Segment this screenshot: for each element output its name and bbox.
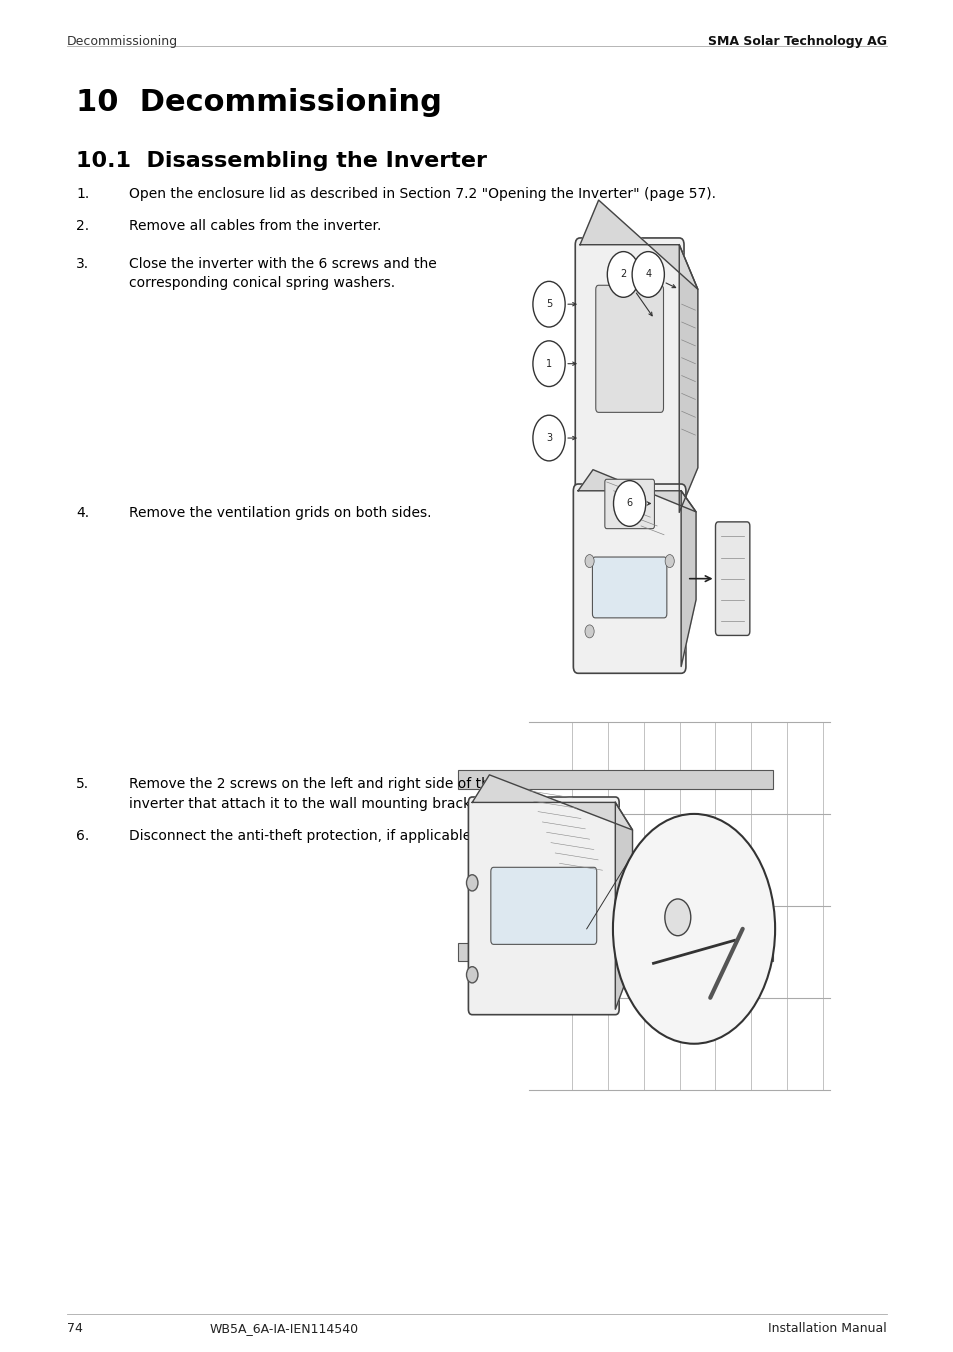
Text: 2.: 2. (76, 219, 90, 233)
FancyBboxPatch shape (575, 238, 683, 519)
FancyBboxPatch shape (468, 796, 618, 1014)
Text: 74: 74 (67, 1322, 83, 1336)
Text: 1: 1 (545, 358, 552, 369)
Text: Open the enclosure lid as described in Section 7.2 "Opening the Inverter" (page : Open the enclosure lid as described in S… (129, 187, 715, 200)
Text: 5.: 5. (76, 777, 90, 791)
Polygon shape (679, 245, 698, 512)
Text: 6.: 6. (76, 829, 90, 842)
Circle shape (613, 481, 645, 526)
Polygon shape (579, 200, 698, 289)
Circle shape (533, 341, 564, 387)
FancyBboxPatch shape (595, 285, 663, 412)
Text: 6: 6 (626, 499, 632, 508)
Circle shape (466, 967, 477, 983)
FancyBboxPatch shape (592, 557, 666, 618)
FancyBboxPatch shape (457, 771, 772, 788)
FancyBboxPatch shape (490, 868, 596, 944)
Text: 5: 5 (545, 299, 552, 310)
Text: 3: 3 (545, 433, 552, 443)
Circle shape (533, 281, 564, 327)
Circle shape (612, 814, 774, 1044)
FancyBboxPatch shape (457, 942, 772, 961)
Text: Remove the 2 screws on the left and right side of the
inverter that attach it to: Remove the 2 screws on the left and righ… (129, 777, 497, 811)
Circle shape (664, 899, 690, 936)
Text: Remove the ventilation grids on both sides.: Remove the ventilation grids on both sid… (129, 506, 431, 519)
FancyBboxPatch shape (604, 480, 654, 529)
Text: 1.: 1. (76, 187, 90, 200)
Polygon shape (615, 802, 632, 1009)
Text: Decommissioning: Decommissioning (67, 35, 177, 49)
Circle shape (664, 554, 674, 568)
FancyBboxPatch shape (573, 484, 685, 673)
Polygon shape (472, 775, 632, 830)
Text: 2: 2 (619, 269, 626, 280)
Polygon shape (680, 491, 696, 667)
Circle shape (607, 251, 639, 297)
Text: 3.: 3. (76, 257, 90, 270)
Text: 4.: 4. (76, 506, 90, 519)
Polygon shape (578, 469, 696, 512)
Text: Disconnect the anti-theft protection, if applicable.: Disconnect the anti-theft protection, if… (129, 829, 475, 842)
Circle shape (584, 554, 594, 568)
Circle shape (632, 251, 663, 297)
Text: SMA Solar Technology AG: SMA Solar Technology AG (707, 35, 886, 49)
Circle shape (466, 875, 477, 891)
Text: WB5A_6A-IA-IEN114540: WB5A_6A-IA-IEN114540 (210, 1322, 358, 1336)
Text: Remove all cables from the inverter.: Remove all cables from the inverter. (129, 219, 381, 233)
Text: Close the inverter with the 6 screws and the
corresponding conical spring washer: Close the inverter with the 6 screws and… (129, 257, 436, 291)
Circle shape (584, 625, 594, 638)
Text: 10  Decommissioning: 10 Decommissioning (76, 88, 442, 116)
Text: 4: 4 (644, 269, 651, 280)
FancyBboxPatch shape (715, 522, 749, 635)
Text: Installation Manual: Installation Manual (768, 1322, 886, 1336)
Text: 10.1  Disassembling the Inverter: 10.1 Disassembling the Inverter (76, 151, 487, 172)
Circle shape (533, 415, 564, 461)
